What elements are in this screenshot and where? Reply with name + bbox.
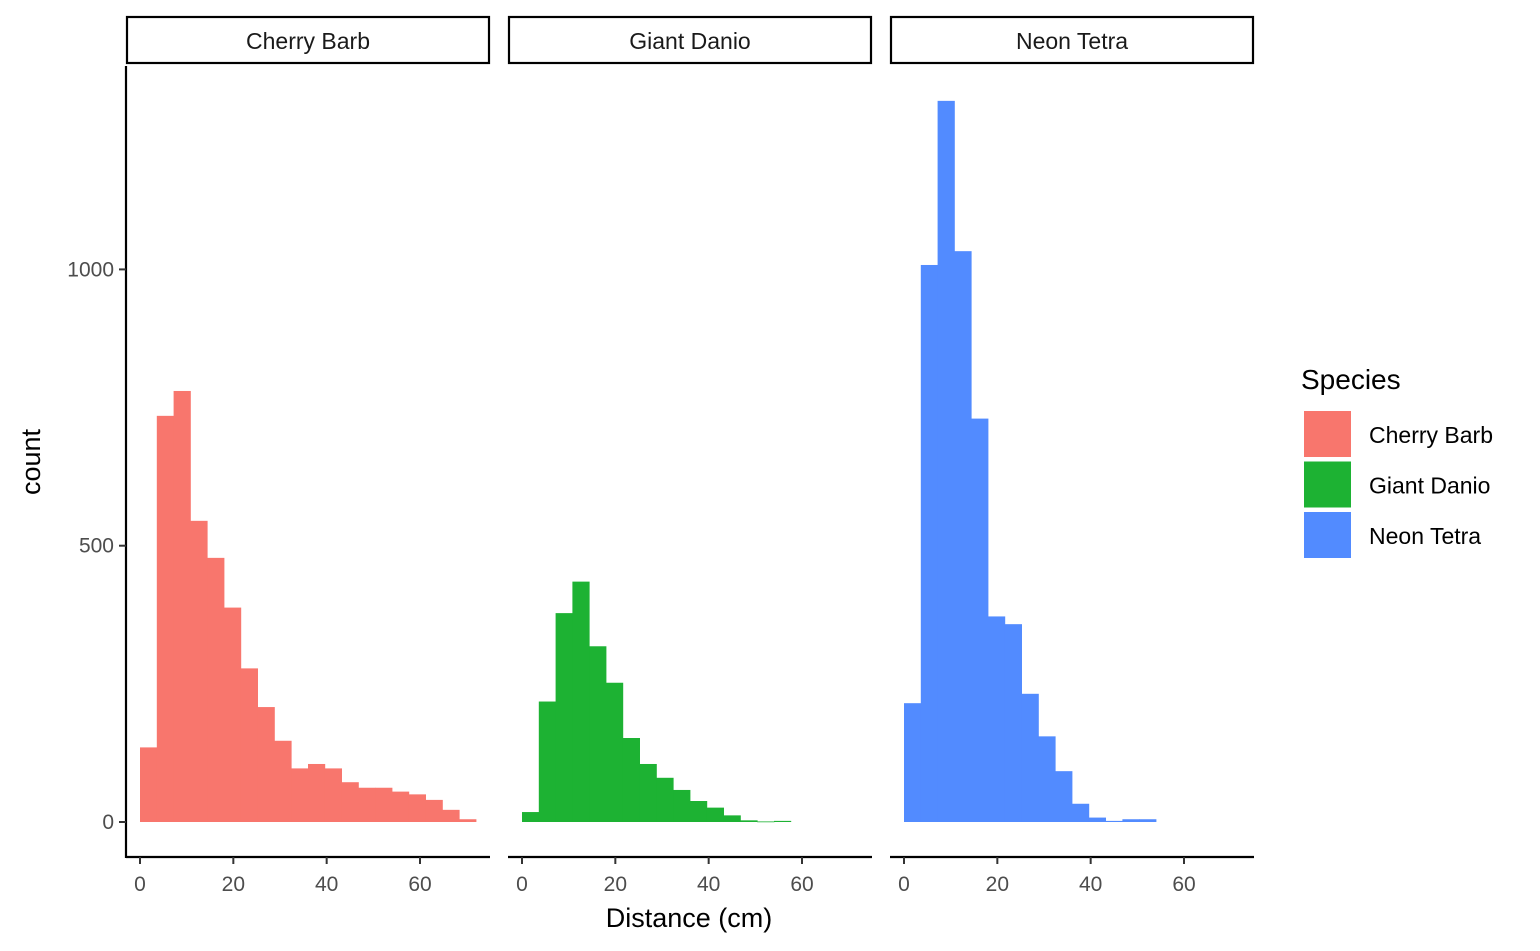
histogram-bar	[308, 763, 326, 822]
legend-label: Giant Danio	[1369, 473, 1490, 499]
histogram-bar	[555, 613, 573, 822]
histogram-bar	[1072, 803, 1090, 822]
histogram-bar	[538, 701, 556, 822]
histogram-bar	[1088, 817, 1106, 822]
histogram-bar	[690, 801, 708, 822]
legend-entry: Cherry Barb	[1304, 411, 1493, 457]
histogram-bar	[920, 264, 938, 823]
histogram-bar	[639, 763, 657, 822]
histogram-bar	[774, 820, 792, 822]
histogram-bar	[324, 768, 342, 822]
histogram-bar	[904, 703, 922, 822]
legend-entry: Neon Tetra	[1304, 512, 1481, 558]
histogram-bar	[1139, 819, 1157, 822]
x-tick-label: 20	[604, 873, 627, 896]
histogram-bar	[375, 787, 393, 822]
histogram-bar	[622, 738, 640, 822]
histogram-bar	[572, 581, 590, 822]
x-tick-label: 40	[315, 873, 338, 896]
x-tick-label: 0	[516, 873, 528, 896]
histogram-bar	[937, 100, 955, 823]
facet-panel: Cherry Barb 0 20 40 60	[125, 15, 491, 896]
histogram-bar	[988, 616, 1006, 822]
legend: Species Cherry Barb Giant Danio Neon Tetra	[1301, 364, 1493, 558]
histogram-bar	[954, 251, 972, 822]
legend-title: Species	[1301, 364, 1401, 395]
histogram-bar	[1055, 771, 1073, 822]
histogram-bar	[257, 707, 275, 822]
histogram-bar	[392, 791, 410, 822]
y-tick-label: 0	[102, 811, 114, 834]
histogram-bar	[1021, 693, 1039, 822]
legend-label: Cherry Barb	[1369, 422, 1493, 448]
x-tick-label: 20	[222, 873, 245, 896]
histogram-bar	[207, 557, 225, 822]
legend-swatch	[1304, 411, 1351, 457]
histogram-bar	[240, 668, 258, 822]
facet-panel: Neon Tetra 0 20 40 60	[889, 15, 1255, 896]
facet-strip-label: Neon Tetra	[1016, 28, 1128, 54]
x-tick-label: 0	[134, 873, 146, 896]
y-tick-label: 1000	[67, 258, 114, 281]
histogram-bar	[971, 418, 989, 822]
legend-swatch	[1304, 461, 1351, 508]
histogram-bar	[1038, 736, 1056, 822]
histogram-bar	[156, 415, 174, 822]
histogram-bar	[341, 782, 359, 822]
histogram-bar	[274, 740, 292, 822]
histogram-bar	[606, 682, 624, 822]
legend-entry: Giant Danio	[1304, 461, 1490, 508]
legend-label: Neon Tetra	[1369, 523, 1481, 549]
histogram-bar	[706, 807, 724, 822]
histogram-bar	[224, 607, 242, 822]
x-tick-label: 0	[898, 873, 910, 896]
y-axis-title: count	[16, 428, 46, 495]
histogram-bar	[522, 812, 540, 822]
histogram-bar	[1122, 819, 1140, 822]
facet-strip-label: Cherry Barb	[246, 28, 370, 54]
histogram-bar	[140, 747, 158, 822]
histogram-bar	[291, 768, 309, 822]
histogram-bar	[425, 799, 443, 822]
x-tick-label: 60	[790, 873, 813, 896]
histogram-bar	[740, 820, 758, 822]
histogram-bar	[723, 815, 741, 822]
x-tick-label: 60	[408, 873, 431, 896]
histogram-bar	[1004, 624, 1022, 822]
x-axis-title: Distance (cm)	[606, 903, 773, 933]
histogram-bar	[1105, 820, 1123, 822]
histogram-bar	[190, 520, 208, 822]
y-axis: 0 500 1000	[67, 66, 128, 858]
histogram-bar	[173, 390, 191, 822]
histogram-bar	[408, 794, 426, 822]
facet-strip	[889, 15, 1255, 65]
histogram-bar	[589, 646, 607, 822]
facet-strip-label: Giant Danio	[629, 28, 750, 54]
x-tick-label: 40	[697, 873, 720, 896]
legend-swatch	[1304, 512, 1351, 558]
histogram-bar	[656, 777, 674, 822]
facet-strip	[125, 15, 491, 65]
y-tick-label: 500	[79, 535, 114, 558]
histogram-bar	[673, 789, 691, 822]
x-tick-label: 60	[1172, 873, 1195, 896]
histogram-bar	[757, 821, 775, 823]
histogram-bar	[358, 787, 376, 822]
histogram-bar	[459, 819, 477, 822]
facet-strip	[507, 15, 873, 65]
x-tick-label: 20	[986, 873, 1009, 896]
histogram-bar	[442, 809, 460, 822]
x-tick-label: 40	[1079, 873, 1102, 896]
facet-panel: Giant Danio 0 20 40 60	[507, 15, 873, 896]
